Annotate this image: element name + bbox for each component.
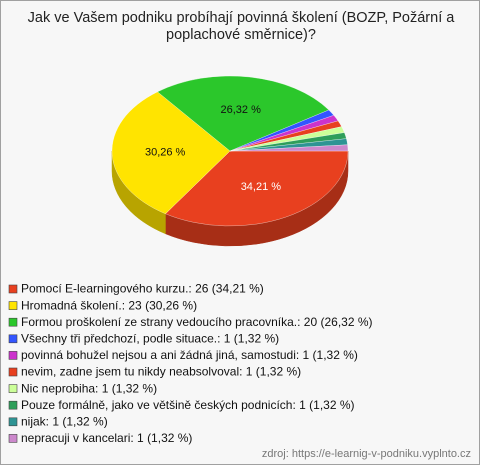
legend-label: Formou proškolení ze strany vedoucího pr… [21,315,373,329]
legend-label: Pouze formálně, jako ve většině českých … [21,398,355,412]
slice-label: 30,26 % [145,147,186,159]
slice-label: 34,21 % [241,181,282,193]
legend-label: nijak: 1 (1,32 %) [21,414,108,428]
legend-swatch [8,417,18,427]
slice [165,150,349,227]
legend-swatch [8,284,18,294]
legend-label: Hromadná školení.: 23 (30,26 %) [21,298,197,312]
legend-swatch [8,367,18,377]
legend-swatch [8,351,18,360]
legend-label: nepracuji v kancelari: 1 (1,32 %) [21,431,192,445]
legend-label: Všechny tři předchozí, podle situace.: 1… [21,331,279,345]
source-note: zdroj: https://e-learnig-v-podniku.vypln… [262,448,471,460]
legend-swatch [8,317,18,327]
legend-label: povinná bohužel nejsou a ani žádná jiná,… [21,348,358,362]
legend-label: Pomocí E-learningového kurzu.: 26 (34,21… [21,282,264,296]
slice [111,91,231,214]
slice-label: 26,32 % [220,104,261,116]
slice [157,75,330,152]
legend-label: nevim, zadne jsem tu nikdy neabsolvoval:… [21,365,301,379]
legend-swatch [8,301,18,310]
legend-label: Nic neprobiha: 1 (1,32 %) [21,381,157,395]
legend-swatch [8,434,18,443]
legend-swatch [8,400,18,410]
legend-swatch [8,384,18,393]
chart-title: Jak ve Vašem podniku probíhají povinná š… [27,10,455,43]
legend-swatch [8,334,18,344]
slice [229,144,349,152]
